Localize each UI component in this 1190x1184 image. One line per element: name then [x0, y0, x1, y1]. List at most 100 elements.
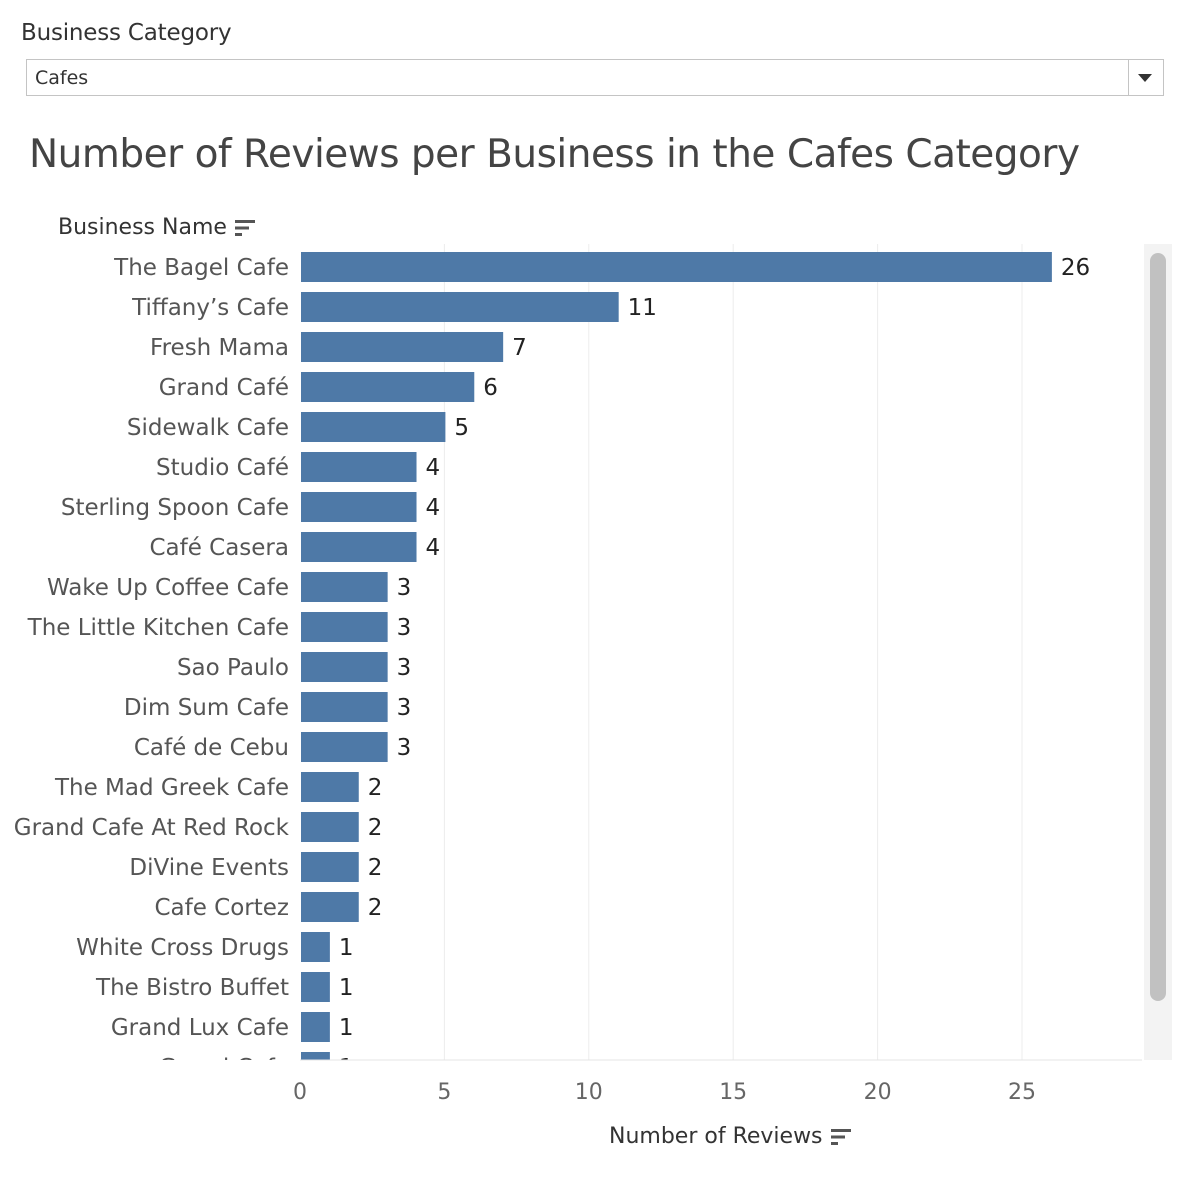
- category-label: Dim Sum Cafe: [124, 695, 289, 721]
- category-label: Fresh Mama: [150, 335, 289, 361]
- bar-row[interactable]: Grand Cafe 1: [159, 1052, 354, 1082]
- category-label: Tiffany’s Cafe: [131, 295, 289, 321]
- bar[interactable]: [301, 452, 417, 482]
- bar-row[interactable]: The Bistro Buffet 1: [95, 972, 354, 1002]
- category-label: Cafe Cortez: [154, 895, 289, 921]
- chevron-down-icon[interactable]: [1138, 74, 1152, 82]
- value-label: 2: [368, 855, 383, 881]
- x-tick-label: 15: [719, 1080, 747, 1105]
- bar[interactable]: [301, 372, 475, 402]
- category-label: White Cross Drugs: [76, 935, 289, 961]
- business-category-dropdown[interactable]: Cafes: [26, 59, 1164, 96]
- bar[interactable]: [301, 572, 388, 602]
- bar[interactable]: [301, 812, 359, 842]
- value-label: 1: [339, 935, 354, 961]
- bar[interactable]: [301, 932, 330, 962]
- value-label: 3: [397, 615, 412, 641]
- value-label: 4: [426, 535, 441, 561]
- category-label: Grand Lux Cafe: [111, 1015, 289, 1041]
- value-label: 2: [368, 895, 383, 921]
- x-axis-ticks: 0 5 10 15 20 25: [293, 1080, 1036, 1105]
- bar[interactable]: [301, 252, 1052, 282]
- value-label: 1: [339, 1015, 354, 1041]
- bar-row[interactable]: Sidewalk Cafe 5: [127, 412, 469, 442]
- x-tick-label: 5: [437, 1080, 451, 1105]
- bar-row[interactable]: Tiffany’s Cafe 11: [131, 292, 657, 322]
- bar[interactable]: [301, 1052, 330, 1082]
- x-tick-label: 0: [293, 1080, 307, 1105]
- value-label: 6: [483, 375, 498, 401]
- scrollbar-thumb[interactable]: [1150, 253, 1166, 1001]
- bar[interactable]: [301, 852, 359, 882]
- value-label: 4: [426, 495, 441, 521]
- value-label: 26: [1061, 255, 1090, 281]
- value-label: 11: [628, 295, 657, 321]
- bar-row[interactable]: Cafe Cortez 2: [154, 892, 382, 922]
- value-label: 3: [397, 735, 412, 761]
- bar[interactable]: [301, 492, 417, 522]
- row-header: Business Name: [58, 215, 257, 240]
- bar[interactable]: [301, 892, 359, 922]
- category-label: Grand Café: [159, 375, 289, 401]
- bar[interactable]: [301, 532, 417, 562]
- category-label: Studio Café: [156, 455, 289, 481]
- bar-row[interactable]: Café Casera 4: [149, 532, 440, 562]
- bar-row[interactable]: Sao Paulo 3: [177, 652, 411, 682]
- bar-row[interactable]: The Little Kitchen Cafe 3: [27, 612, 412, 642]
- category-label: Café de Cebu: [134, 735, 289, 761]
- x-tick-label: 20: [864, 1080, 892, 1105]
- category-label: DiVine Events: [129, 855, 289, 881]
- value-label: 3: [397, 655, 412, 681]
- bar[interactable]: [301, 692, 388, 722]
- bar-row[interactable]: Wake Up Coffee Cafe 3: [47, 572, 411, 602]
- bar-row[interactable]: White Cross Drugs 1: [76, 932, 354, 962]
- bar-row[interactable]: Grand Café 6: [159, 372, 498, 402]
- category-label: Wake Up Coffee Cafe: [47, 575, 289, 601]
- value-label: 1: [339, 975, 354, 1001]
- bar[interactable]: [301, 1012, 330, 1042]
- bar-row[interactable]: Studio Café 4: [156, 452, 440, 482]
- value-label: 3: [397, 695, 412, 721]
- sort-icon[interactable]: [234, 219, 257, 237]
- value-label: 7: [512, 335, 527, 361]
- bar-row[interactable]: DiVine Events 2: [129, 852, 382, 882]
- bar-row[interactable]: Dim Sum Cafe 3: [124, 692, 411, 722]
- category-label: Sao Paulo: [177, 655, 289, 681]
- value-label: 2: [368, 775, 383, 801]
- bar[interactable]: [301, 972, 330, 1002]
- bar[interactable]: [301, 292, 619, 322]
- category-label: Café Casera: [149, 535, 289, 561]
- sort-icon[interactable]: [830, 1128, 853, 1146]
- category-label: Grand Cafe: [159, 1055, 289, 1081]
- bar[interactable]: [301, 412, 446, 442]
- chart-title: Number of Reviews per Business in the Ca…: [29, 132, 1080, 177]
- bar[interactable]: [301, 332, 504, 362]
- x-tick-label: 25: [1008, 1080, 1036, 1105]
- bar[interactable]: [301, 612, 388, 642]
- bar[interactable]: [301, 732, 388, 762]
- bar-row[interactable]: Fresh Mama 7: [150, 332, 527, 362]
- bar[interactable]: [301, 652, 388, 682]
- category-label: Grand Cafe At Red Rock: [14, 815, 290, 841]
- category-label: The Little Kitchen Cafe: [27, 615, 289, 641]
- x-axis-title: Number of Reviews: [609, 1124, 853, 1149]
- x-tick-label: 10: [575, 1080, 603, 1105]
- category-label: Sidewalk Cafe: [127, 415, 289, 441]
- dropdown-selected-value: Cafes: [35, 67, 89, 89]
- value-label: 3: [397, 575, 412, 601]
- bar[interactable]: [301, 772, 359, 802]
- filter-label: Business Category: [21, 20, 232, 46]
- bar-row[interactable]: The Bagel Cafe 26: [113, 252, 1090, 282]
- value-label: 5: [454, 415, 469, 441]
- category-label: Sterling Spoon Cafe: [61, 495, 289, 521]
- bar-row[interactable]: Grand Lux Cafe 1: [111, 1012, 354, 1042]
- value-label: 1: [339, 1055, 354, 1081]
- bar-row[interactable]: Café de Cebu 3: [134, 732, 411, 762]
- bar-row[interactable]: Grand Cafe At Red Rock 2: [14, 812, 383, 842]
- bar-row[interactable]: The Mad Greek Cafe 2: [54, 772, 382, 802]
- category-label: The Mad Greek Cafe: [54, 775, 289, 801]
- bar-row[interactable]: Sterling Spoon Cafe 4: [61, 492, 440, 522]
- x-axis-title-label: Number of Reviews: [609, 1124, 823, 1149]
